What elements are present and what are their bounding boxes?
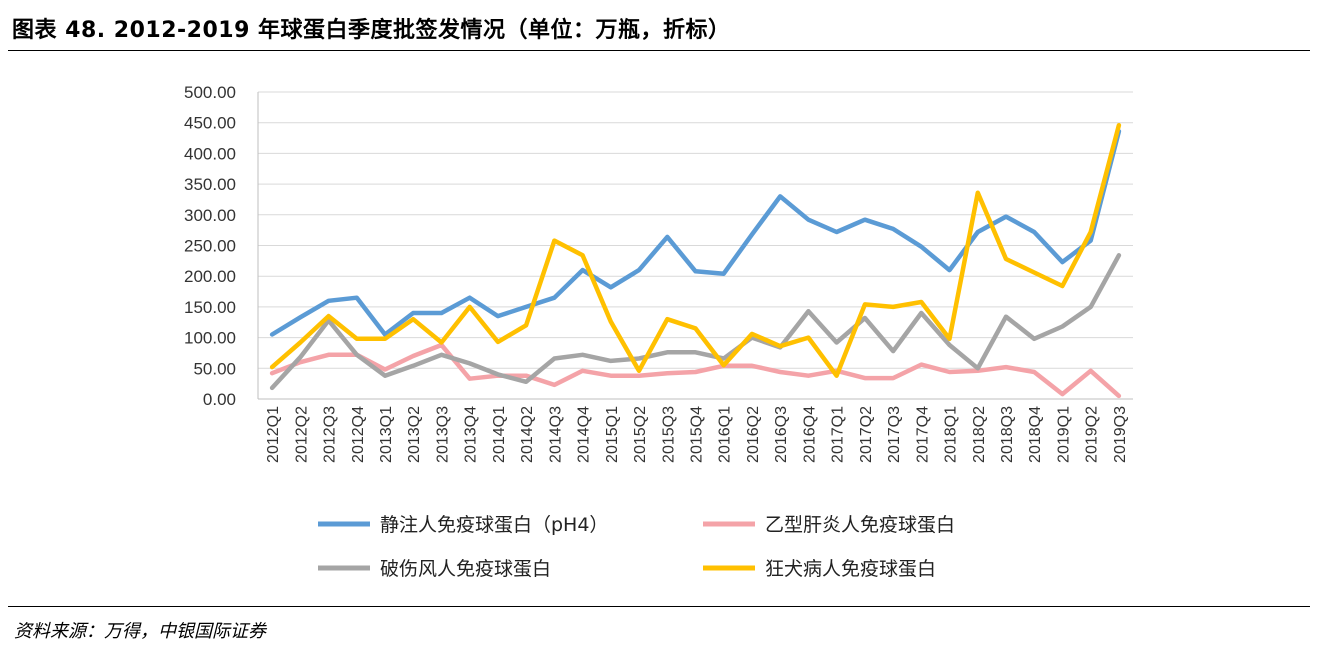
y-tick-label: 300.00 <box>184 206 236 225</box>
x-tick-label: 2013Q2 <box>406 406 423 463</box>
x-tick-label: 2019Q3 <box>1112 406 1129 463</box>
x-tick-label: 2016Q2 <box>745 406 762 463</box>
series-line-3 <box>269 122 1122 378</box>
legend-label: 破伤风人免疫球蛋白 <box>380 558 551 580</box>
y-tick-label: 150.00 <box>184 298 236 317</box>
x-tick-label: 2013Q1 <box>378 406 395 463</box>
x-tick-label: 2016Q1 <box>717 406 734 463</box>
x-tick-label: 2015Q1 <box>604 406 621 463</box>
x-tick-label: 2017Q3 <box>886 406 903 463</box>
legend-label: 乙型肝炎人免疫球蛋白 <box>765 514 955 536</box>
x-tick-label: 2012Q1 <box>265 406 282 463</box>
series-line-0 <box>269 129 1122 337</box>
x-tick-label: 2012Q2 <box>293 406 310 463</box>
x-tick-label: 2018Q4 <box>1027 406 1044 463</box>
top-rule <box>8 50 1310 51</box>
source-note: 资料来源：万得，中银国际证券 <box>14 621 266 642</box>
x-tick-label: 2014Q1 <box>491 406 508 463</box>
series-line-1 <box>269 342 1122 399</box>
figure-title: 图表 48. 2012-2019 年球蛋白季度批签发情况（单位：万瓶，折标） <box>12 18 731 43</box>
x-tick-label: 2017Q2 <box>858 406 875 463</box>
bottom-rule <box>8 606 1310 607</box>
x-tick-label: 2015Q2 <box>632 406 649 463</box>
x-tick-label: 2012Q4 <box>350 406 367 463</box>
series-line-2 <box>269 253 1122 391</box>
x-tick-label: 2013Q4 <box>463 406 480 463</box>
y-tick-label: 500.00 <box>184 83 236 102</box>
series-lines <box>269 122 1122 399</box>
y-tick-label: 450.00 <box>184 114 236 133</box>
y-tick-label: 350.00 <box>184 175 236 194</box>
x-tick-label: 2016Q4 <box>801 406 818 463</box>
x-tick-label: 2014Q3 <box>547 406 564 463</box>
x-tick-label: 2012Q3 <box>322 406 339 463</box>
y-tick-label: 400.00 <box>184 144 236 163</box>
x-tick-label: 2014Q4 <box>576 406 593 463</box>
x-tick-label: 2019Q1 <box>1055 406 1072 463</box>
x-tick-label: 2015Q3 <box>660 406 677 463</box>
legend-label: 狂犬病人免疫球蛋白 <box>765 558 936 580</box>
x-tick-label: 2015Q4 <box>689 406 706 463</box>
x-tick-label: 2018Q2 <box>971 406 988 463</box>
y-tick-label: 0.00 <box>203 390 236 409</box>
x-tick-label: 2017Q1 <box>830 406 847 463</box>
y-tick-label: 250.00 <box>184 237 236 256</box>
x-tick-label: 2016Q3 <box>773 406 790 463</box>
x-tick-label: 2018Q1 <box>943 406 960 463</box>
x-axis-ticks: 2012Q1 2012Q2 2012Q3 2012Q4 2013Q1 2013Q2 2013… <box>265 406 1129 463</box>
legend-label: 静注人免疫球蛋白（pH4） <box>380 514 608 536</box>
x-tick-label: 2013Q3 <box>434 406 451 463</box>
x-tick-label: 2018Q3 <box>999 406 1016 463</box>
y-tick-label: 200.00 <box>184 267 236 286</box>
x-tick-label: 2017Q4 <box>914 406 931 463</box>
y-axis-ticks: 0.00 50.00 100.00 150.00 200.00 250.00 300.00 3… <box>184 83 236 409</box>
y-tick-label: 100.00 <box>184 329 236 348</box>
x-tick-label: 2014Q2 <box>519 406 536 463</box>
x-tick-label: 2019Q2 <box>1084 406 1101 463</box>
y-tick-label: 50.00 <box>193 359 236 378</box>
